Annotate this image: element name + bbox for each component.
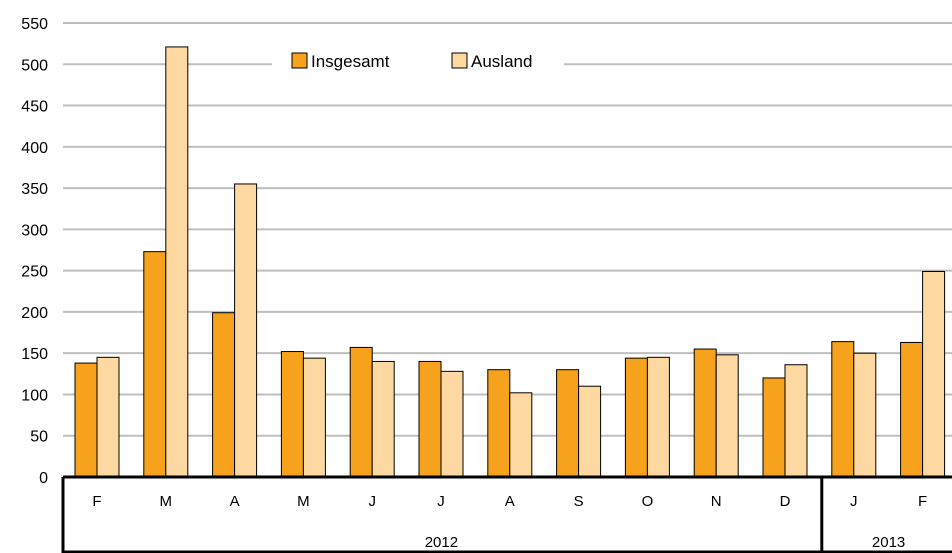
bar-insgesamt bbox=[418, 360, 442, 478]
bar-insgesamt bbox=[831, 341, 855, 478]
bar-ausland bbox=[234, 183, 258, 478]
x-tick-label: F bbox=[918, 493, 927, 510]
x-tick-label: A bbox=[230, 493, 240, 510]
y-tick-label: 350 bbox=[21, 181, 48, 198]
y-tick-label: 400 bbox=[21, 140, 48, 157]
bar-insgesamt bbox=[624, 357, 648, 478]
bar-insgesamt bbox=[900, 341, 924, 478]
bar-insgesamt bbox=[212, 312, 236, 478]
legend-item-insgesamt-label: Insgesamt bbox=[311, 52, 390, 71]
x-group-label: 2013 bbox=[872, 534, 905, 551]
bars bbox=[74, 46, 946, 478]
bar-ausland bbox=[646, 356, 670, 478]
x-tick-label: M bbox=[297, 493, 310, 510]
bar-insgesamt bbox=[762, 377, 786, 478]
x-tick-label: N bbox=[711, 493, 722, 510]
bar-ausland bbox=[371, 360, 395, 478]
y-tick-label: 550 bbox=[21, 16, 48, 33]
legend-item-ausland-label: Ausland bbox=[471, 52, 532, 71]
bar-insgesamt bbox=[143, 251, 167, 478]
x-tick-label: J bbox=[368, 493, 376, 510]
bar-ausland bbox=[853, 352, 877, 478]
bar-insgesamt bbox=[693, 348, 717, 478]
bar-ausland bbox=[302, 357, 326, 478]
bar-ausland bbox=[165, 46, 189, 478]
x-tick-label: J bbox=[437, 493, 445, 510]
bar-insgesamt bbox=[556, 369, 580, 478]
x-tick-label: F bbox=[92, 493, 101, 510]
x-tick-label: S bbox=[574, 493, 584, 510]
y-tick-label: 250 bbox=[21, 264, 48, 281]
category-axis: F M A M J J A S O N D J F 2012 2013 bbox=[61, 475, 952, 553]
y-tick-label: 300 bbox=[21, 222, 48, 239]
bar-ausland bbox=[784, 364, 808, 478]
y-tick-label: 500 bbox=[21, 57, 48, 74]
bar-ausland bbox=[715, 354, 739, 478]
bar-ausland bbox=[96, 356, 120, 478]
y-tick-label: 50 bbox=[30, 429, 48, 446]
legend-item-insgesamt-swatch bbox=[291, 52, 308, 69]
bar-insgesamt bbox=[487, 369, 511, 478]
x-group-label: 2012 bbox=[425, 534, 458, 551]
x-tick-label: M bbox=[160, 493, 173, 510]
bar-insgesamt bbox=[74, 362, 98, 478]
y-tick-label: 0 bbox=[39, 470, 48, 487]
legend-background bbox=[272, 45, 564, 79]
y-tick-label: 450 bbox=[21, 99, 48, 116]
y-axis-tick-labels: 0 50 100 150 200 250 300 350 400 450 500 550 bbox=[21, 16, 48, 487]
y-tick-label: 150 bbox=[21, 346, 48, 363]
x-tick-label: D bbox=[780, 493, 791, 510]
x-tick-label: A bbox=[505, 493, 515, 510]
bar-ausland bbox=[578, 385, 602, 478]
x-tick-label: J bbox=[850, 493, 858, 510]
bar-ausland bbox=[509, 392, 533, 478]
bar-insgesamt bbox=[349, 346, 373, 478]
x-tick-label: O bbox=[642, 493, 654, 510]
bar-insgesamt bbox=[280, 351, 304, 478]
bar-ausland bbox=[440, 370, 464, 478]
legend: Insgesamt Ausland bbox=[272, 45, 564, 79]
bar-ausland bbox=[922, 270, 946, 478]
y-tick-label: 100 bbox=[21, 387, 48, 404]
gridlines bbox=[63, 22, 952, 437]
y-tick-label: 200 bbox=[21, 305, 48, 322]
legend-item-ausland-swatch bbox=[451, 52, 468, 69]
